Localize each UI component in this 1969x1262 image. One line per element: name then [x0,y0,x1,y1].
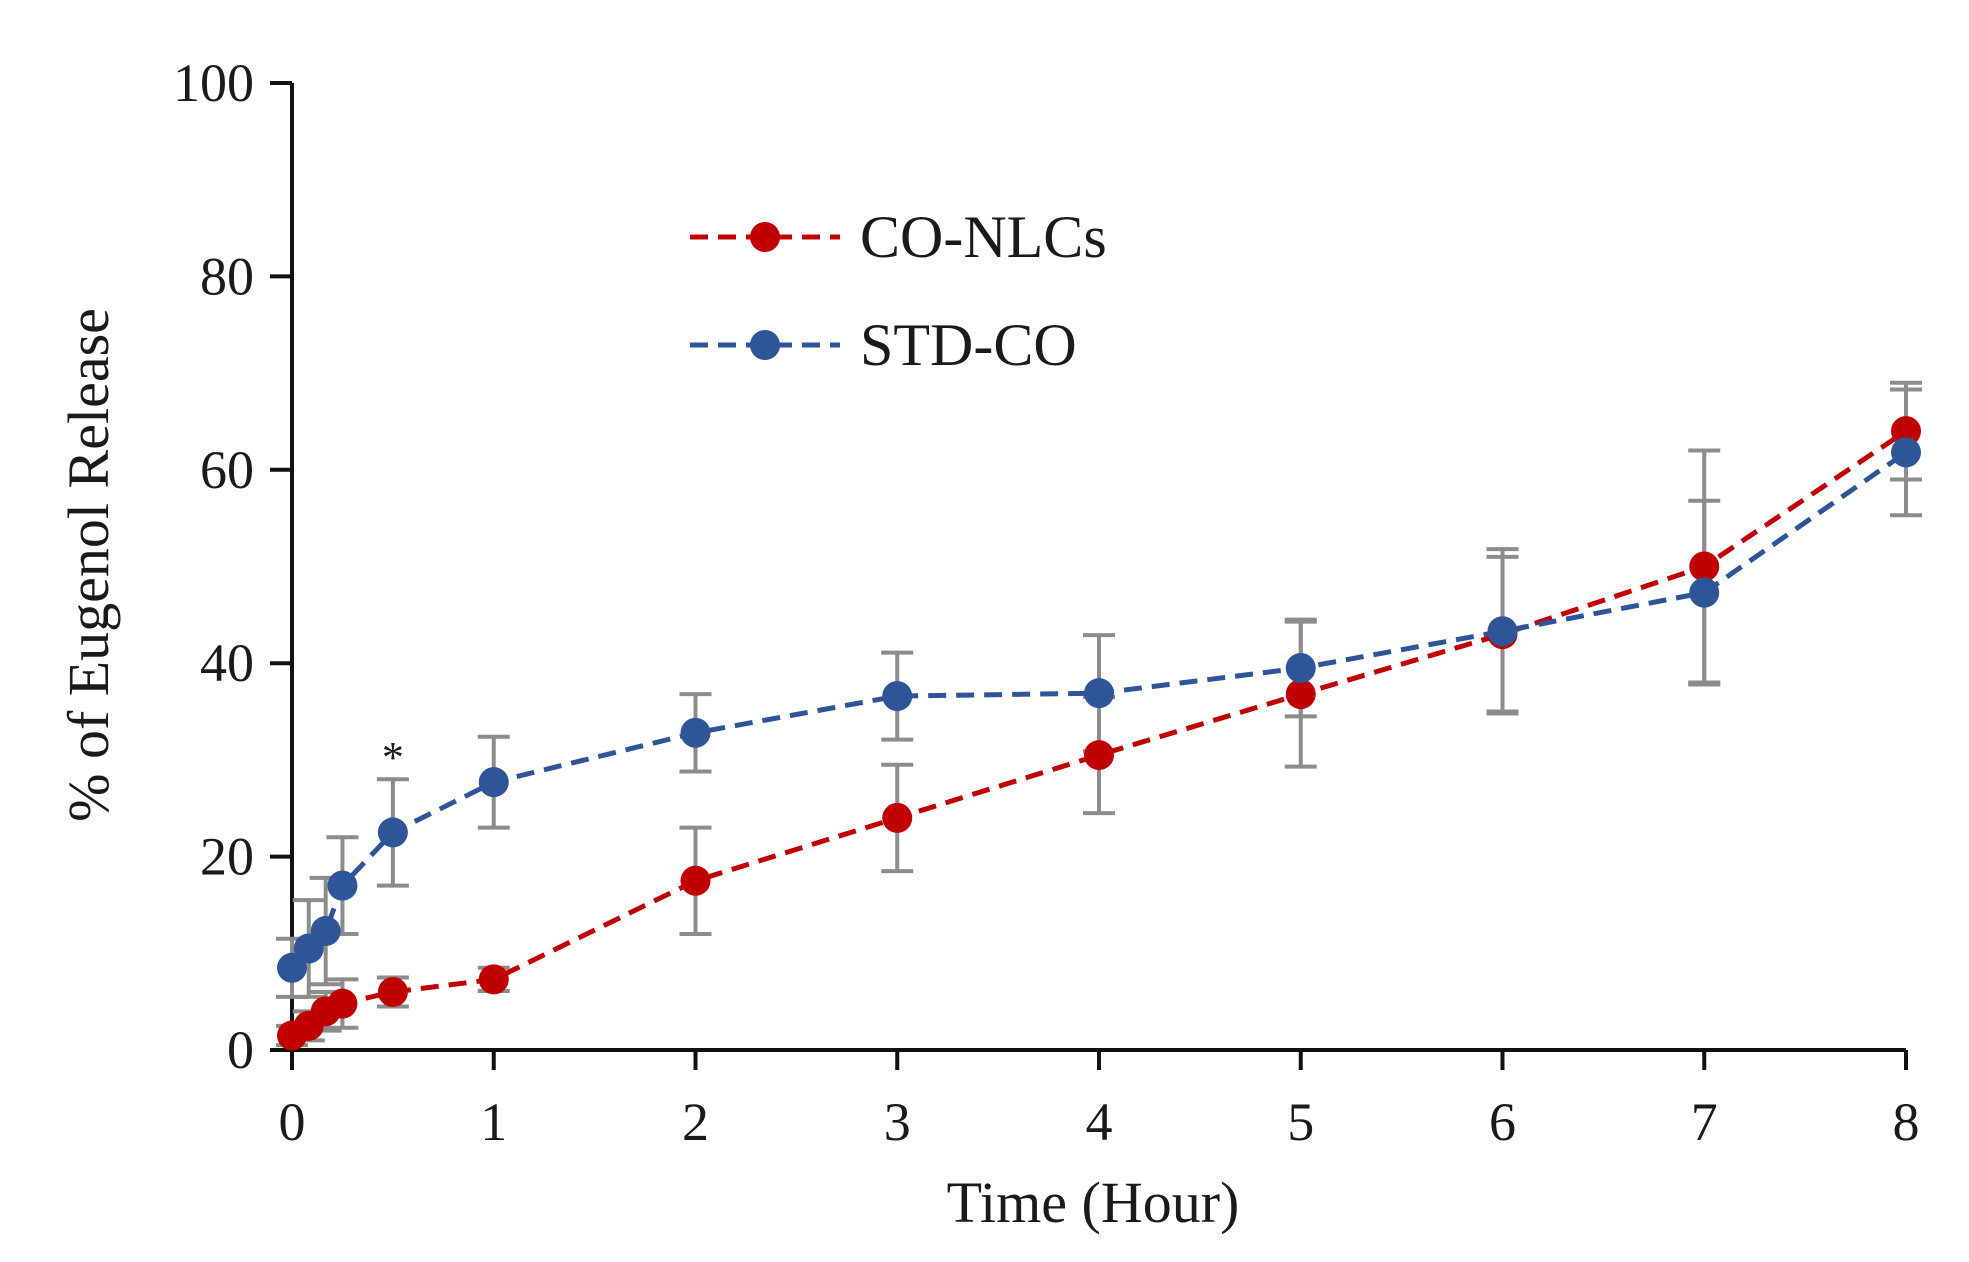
std-co-point [310,916,341,947]
co-nlcs-point [1084,740,1114,771]
std-co-point [882,681,913,712]
x-tick-label: 0 [279,1092,306,1152]
co-nlcs-point [1285,679,1316,710]
legend-entry-std-co: STD-CO [690,312,1077,378]
co-nlcs-point [377,976,408,1007]
axes: 0 20 40 60 80 100 0 1 2 3 4 5 6 7 8 [173,53,1920,1152]
std-co-point [680,717,711,748]
x-tick-label: 8 [1893,1092,1920,1152]
legend-label: STD-CO [860,312,1077,378]
error-bars [276,380,1922,1048]
x-tick-label: 4 [1086,1092,1113,1152]
co-nlcs-point [680,865,711,896]
std-co-point [277,952,307,983]
x-tick-label: 6 [1489,1092,1516,1152]
legend-marker-swatch [750,330,780,360]
x-tick-label: 5 [1287,1092,1314,1152]
significance-asterisk: * [382,733,404,782]
co-nlcs-point [327,988,358,1019]
y-tick-label: 80 [200,246,254,306]
std-co-point [327,870,358,901]
annotations: * [382,733,404,782]
legend: CO-NLCs STD-CO [690,204,1107,378]
legend-label: CO-NLCs [860,204,1107,270]
co-nlcs-point [1891,416,1921,447]
y-tick-label: 100 [173,53,254,113]
std-co-point [478,767,509,798]
co-nlcs-point [1689,551,1720,582]
y-tick-label: 0 [227,1020,254,1080]
x-tick-label: 1 [480,1092,507,1152]
std-co-point [377,817,408,848]
x-tick-label: 2 [682,1092,709,1152]
series-markers [277,416,1921,1051]
legend-marker-swatch [750,222,780,252]
std-co-point [1891,437,1921,468]
y-tick-label: 60 [200,440,254,500]
std-co-point [1689,577,1720,608]
x-tick-label: 7 [1691,1092,1718,1152]
y-axis-title: % of Eugenol Release [56,308,121,822]
y-tick-label: 40 [200,633,254,693]
co-nlcs-point [882,802,913,833]
co-nlcs-point [478,964,509,995]
std-co-point [1487,616,1518,647]
std-co-point [1285,653,1316,684]
x-axis-title: Time (Hour) [947,1170,1240,1235]
std-co-point [1084,678,1114,709]
x-tick-label: 3 [884,1092,911,1152]
y-tick-label: 20 [200,827,254,887]
legend-entry-co-nlcs: CO-NLCs [690,204,1107,270]
